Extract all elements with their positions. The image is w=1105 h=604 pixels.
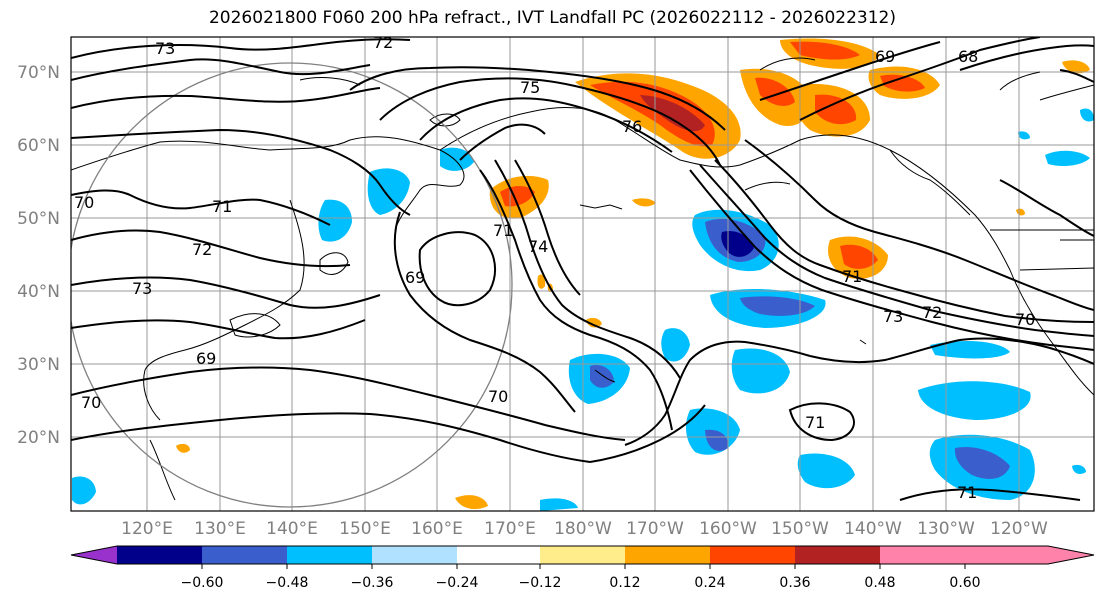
lon-label: 140°E: [266, 519, 318, 539]
lon-label: 120°E: [121, 519, 173, 539]
contour-label: 73: [132, 279, 152, 298]
lon-label: 180°W: [554, 519, 612, 539]
contour-label: 71: [842, 267, 862, 286]
contour-label: 71: [212, 197, 232, 216]
contour-label: 75: [520, 78, 540, 97]
contour-label: 71: [957, 483, 977, 502]
contour-label: 69: [196, 349, 216, 368]
lat-label: 70°N: [17, 63, 60, 83]
colorbar-segment: [372, 546, 457, 564]
lon-label: 150°E: [339, 519, 391, 539]
lon-label: 130°W: [917, 519, 975, 539]
colorbar-label: 0.60: [949, 575, 980, 591]
contour-label: 73: [155, 39, 175, 58]
contour-label: 76: [622, 117, 642, 136]
lon-label: 140°W: [844, 519, 902, 539]
shading-positive: [176, 38, 1090, 510]
colorbar-label: 0.12: [609, 575, 640, 591]
colorbar-label: −0.12: [519, 575, 562, 591]
contour-label: 69: [875, 47, 895, 66]
latitude-labels: 70°N 60°N 50°N 40°N 30°N 20°N: [17, 63, 60, 448]
contour-labels: 73 72 69 68 75 76 70 71 72 73 69 70 71 7…: [74, 33, 1035, 502]
contour-label: 73: [883, 307, 903, 326]
lon-label: 160°E: [411, 519, 463, 539]
colorbar-extend-low: [71, 546, 117, 564]
lat-label: 20°N: [17, 428, 60, 448]
lat-label: 40°N: [17, 282, 60, 302]
colorbar-label: −0.36: [351, 575, 394, 591]
colorbar-segment: [117, 546, 202, 564]
lat-label: 60°N: [17, 136, 60, 156]
longitude-labels: 120°E 130°E 140°E 150°E 160°E 170°E 180°…: [121, 519, 1048, 539]
colorbar-segment: [880, 546, 965, 564]
colorbar-label: 0.24: [694, 575, 725, 591]
lat-label: 30°N: [17, 355, 60, 375]
colorbar-segment: [795, 546, 880, 564]
graticule: [71, 37, 1094, 511]
refractivity-contours: [71, 37, 1094, 501]
contour-label: 70: [81, 393, 101, 412]
contour-label: 71: [805, 413, 825, 432]
lon-label: 150°W: [771, 519, 829, 539]
lat-label: 50°N: [17, 209, 60, 229]
colorbar-segment: [287, 546, 372, 564]
colorbar-outline: [70, 545, 1095, 565]
lon-label: 170°E: [484, 519, 536, 539]
colorbar-segment: [710, 546, 795, 564]
contour-label: 72: [922, 303, 942, 322]
contour-label: 72: [192, 240, 212, 259]
colorbar: −0.60 −0.48 −0.36 −0.24 −0.12 0.12 0.24 …: [70, 545, 1095, 591]
map-title: 2026021800 F060 200 hPa refract., IVT La…: [208, 8, 896, 28]
contour-label: 70: [488, 387, 508, 406]
contour-label: 72: [373, 33, 393, 52]
contour-label: 70: [1015, 310, 1035, 329]
lon-label: 130°E: [194, 519, 246, 539]
contour-label: 74: [528, 237, 548, 256]
colorbar-label: −0.48: [266, 575, 309, 591]
contour-label: 68: [958, 47, 978, 66]
colorbar-extend-high: [965, 546, 1094, 564]
colorbar-segment: [457, 546, 540, 564]
colorbar-label: 0.36: [779, 575, 810, 591]
contour-label: 70: [74, 193, 94, 212]
lon-label: 170°W: [626, 519, 684, 539]
colorbar-label: −0.60: [181, 575, 224, 591]
colorbar-label: 0.48: [864, 575, 895, 591]
colorbar-label: −0.24: [436, 575, 479, 591]
range-circle: [71, 62, 513, 508]
colorbar-segment: [202, 546, 287, 564]
lon-label: 120°W: [990, 519, 1048, 539]
contour-label: 69: [405, 268, 425, 287]
contour-label: 71: [493, 221, 513, 240]
colorbar-segment: [625, 546, 710, 564]
plot-frame: [70, 36, 1095, 512]
lon-label: 160°W: [699, 519, 757, 539]
shading-negative: [72, 108, 1094, 511]
colorbar-segment: [540, 546, 625, 564]
